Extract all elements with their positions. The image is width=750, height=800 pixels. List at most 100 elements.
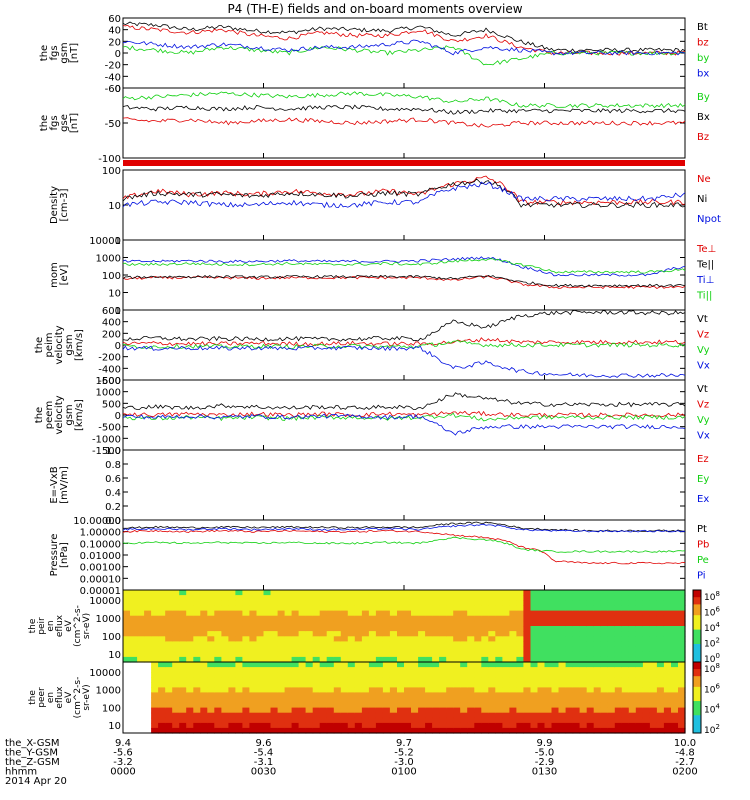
- y-axis-label: sr-eV): [82, 613, 92, 639]
- spectrogram-cell: [200, 600, 208, 606]
- spectrogram-cell: [544, 651, 553, 658]
- spectrogram-cell: [242, 697, 250, 704]
- spectrogram-cell: [509, 605, 517, 612]
- spectrogram-cell: [600, 595, 609, 601]
- spectrogram-cell: [305, 717, 314, 724]
- y-axis-label: [eV]: [59, 265, 70, 286]
- spectrogram-cell: [137, 646, 145, 653]
- series-line-Bx: [122, 104, 686, 115]
- spectrogram-cell: [186, 722, 194, 729]
- spectrogram-cell: [671, 626, 679, 632]
- spectrogram-cell: [298, 605, 307, 612]
- spectrogram-cell: [256, 667, 265, 673]
- spectrogram-cell: [319, 656, 328, 663]
- spectrogram-cell: [446, 672, 454, 678]
- spectrogram-cell: [425, 631, 433, 637]
- spectrogram-cell: [340, 717, 349, 724]
- spectrogram-cell: [600, 692, 609, 699]
- spectrogram-cell: [200, 651, 208, 658]
- spectrogram-cell: [326, 702, 335, 709]
- spectrogram-cell: [179, 662, 187, 668]
- y-tick-label: 0.2: [105, 502, 121, 513]
- spectrogram-cell: [642, 692, 651, 699]
- spectrogram-cell: [425, 677, 433, 683]
- spectrogram-cell: [397, 712, 405, 719]
- spectrogram-cell: [249, 712, 257, 719]
- spectrogram-cell: [453, 687, 461, 694]
- spectrogram-cell: [418, 656, 426, 663]
- spectrogram-cell: [621, 600, 630, 606]
- spectrogram-cell: [607, 656, 616, 663]
- spectrogram-cell: [600, 677, 609, 683]
- spectrogram-cell: [305, 672, 314, 678]
- spectrogram-cell: [600, 702, 609, 709]
- spectrogram-cell: [621, 687, 630, 694]
- spectrogram-cell: [284, 631, 293, 637]
- spectrogram-cell: [474, 615, 482, 622]
- spectrogram-cell: [193, 727, 201, 734]
- spectrogram-cell: [607, 687, 616, 694]
- spectrogram-cell: [207, 631, 215, 637]
- spectrogram-cell: [256, 610, 265, 617]
- spectrogram-cell: [305, 590, 314, 596]
- spectrogram-cell: [544, 595, 553, 601]
- spectrogram-cell: [235, 631, 243, 637]
- spectrogram-cell: [418, 595, 426, 601]
- spectrogram-cell: [572, 682, 581, 688]
- spectrogram-cell: [418, 605, 426, 612]
- spectrogram-cell: [235, 636, 243, 642]
- spectrogram-cell: [389, 687, 398, 694]
- spectrogram-cell: [277, 610, 286, 617]
- spectrogram-cell: [165, 626, 173, 632]
- spectrogram-cell: [671, 595, 679, 601]
- spectrogram-cell: [298, 651, 307, 658]
- spectrogram-cell: [467, 722, 475, 729]
- spectrogram-cell: [389, 727, 398, 734]
- spectrogram-cell: [635, 610, 644, 617]
- spectrogram-cell: [663, 615, 672, 622]
- spectrogram-cell: [235, 682, 243, 688]
- spectrogram-cell: [411, 605, 419, 612]
- spectrogram-cell: [586, 697, 595, 704]
- spectrogram-cell: [123, 636, 131, 642]
- spectrogram-cell: [523, 682, 531, 688]
- spectrogram-cell: [565, 620, 574, 627]
- spectrogram-cell: [165, 702, 173, 709]
- spectrogram-cell: [656, 620, 665, 627]
- spectrogram-cell: [628, 682, 637, 688]
- spectrogram-cell: [397, 682, 405, 688]
- spectrogram-cell: [284, 687, 293, 694]
- spectrogram-cell: [474, 590, 482, 596]
- spectrogram-cell: [481, 605, 489, 612]
- spectrogram-cell: [586, 641, 595, 648]
- spectrogram-cell: [242, 667, 250, 673]
- spectrogram-cell: [516, 722, 524, 729]
- series-line-Vt: [122, 309, 686, 342]
- spectrogram-cell: [305, 667, 314, 673]
- spectrogram-cell: [642, 656, 651, 663]
- spectrogram-cell: [467, 636, 475, 642]
- spectrogram-cell: [439, 682, 447, 688]
- spectrogram-cell: [656, 651, 665, 658]
- spectrogram-cell: [340, 620, 349, 627]
- spectrogram-cell: [586, 712, 595, 719]
- spectrogram-cell: [411, 615, 419, 622]
- ephemeris-value: -2.7: [675, 757, 695, 768]
- colorbar-segment: [693, 683, 701, 688]
- spectrogram-cell: [312, 672, 321, 678]
- spectrogram-cell: [537, 600, 546, 606]
- spectrogram-cell: [193, 641, 201, 648]
- spectrogram-cell: [516, 697, 524, 704]
- colorbar-tick-label: 102: [704, 723, 720, 736]
- spectrogram-cell: [523, 605, 531, 612]
- spectrogram-cell: [312, 646, 321, 653]
- spectrogram-cell: [123, 615, 131, 622]
- spectrogram-cell: [425, 722, 433, 729]
- spectrogram-cell: [193, 697, 201, 704]
- spectrogram-cell: [333, 595, 342, 601]
- spectrogram-cell: [397, 697, 405, 704]
- spectrogram-cell: [551, 610, 560, 617]
- spectrogram-cell: [474, 626, 482, 632]
- spectrogram-cell: [544, 600, 553, 606]
- spectrogram-cell: [249, 620, 257, 627]
